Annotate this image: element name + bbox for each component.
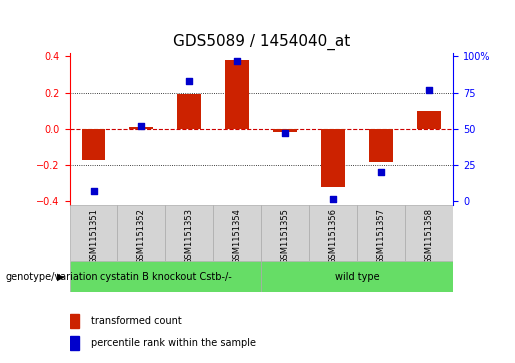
Text: GSM1151355: GSM1151355 bbox=[281, 208, 290, 264]
Text: percentile rank within the sample: percentile rank within the sample bbox=[91, 338, 255, 348]
Bar bbox=[70, 314, 79, 329]
Point bbox=[90, 188, 98, 194]
Bar bbox=[70, 205, 117, 261]
Point bbox=[425, 87, 433, 93]
Point bbox=[138, 123, 146, 129]
Bar bbox=[117, 205, 165, 261]
Bar bbox=[261, 261, 453, 292]
Bar bbox=[417, 111, 441, 129]
Text: genotype/variation: genotype/variation bbox=[5, 272, 98, 282]
Bar bbox=[70, 261, 261, 292]
Bar bbox=[405, 205, 453, 261]
Bar bbox=[213, 205, 261, 261]
Point bbox=[377, 170, 385, 175]
Bar bbox=[310, 205, 357, 261]
Bar bbox=[178, 94, 201, 129]
Text: GSM1151357: GSM1151357 bbox=[377, 208, 386, 264]
Text: GSM1151352: GSM1151352 bbox=[137, 208, 146, 264]
Text: GSM1151354: GSM1151354 bbox=[233, 208, 242, 264]
Bar bbox=[70, 336, 79, 350]
Bar bbox=[81, 129, 106, 160]
Text: GSM1151356: GSM1151356 bbox=[329, 208, 338, 264]
Bar bbox=[165, 205, 213, 261]
Text: ▶: ▶ bbox=[57, 272, 64, 282]
Bar bbox=[261, 205, 310, 261]
Bar bbox=[129, 127, 153, 129]
Point bbox=[185, 78, 194, 84]
Point bbox=[329, 196, 337, 201]
Title: GDS5089 / 1454040_at: GDS5089 / 1454040_at bbox=[173, 34, 350, 50]
Bar bbox=[226, 60, 249, 129]
Text: wild type: wild type bbox=[335, 272, 380, 282]
Text: GSM1151353: GSM1151353 bbox=[185, 208, 194, 264]
Text: cystatin B knockout Cstb-/-: cystatin B knockout Cstb-/- bbox=[99, 272, 231, 282]
Bar bbox=[369, 129, 393, 162]
Bar bbox=[357, 205, 405, 261]
Bar bbox=[273, 129, 297, 132]
Bar bbox=[321, 129, 345, 187]
Text: transformed count: transformed count bbox=[91, 316, 181, 326]
Text: GSM1151358: GSM1151358 bbox=[425, 208, 434, 264]
Point bbox=[233, 58, 242, 64]
Text: GSM1151351: GSM1151351 bbox=[89, 208, 98, 264]
Point bbox=[281, 130, 289, 136]
